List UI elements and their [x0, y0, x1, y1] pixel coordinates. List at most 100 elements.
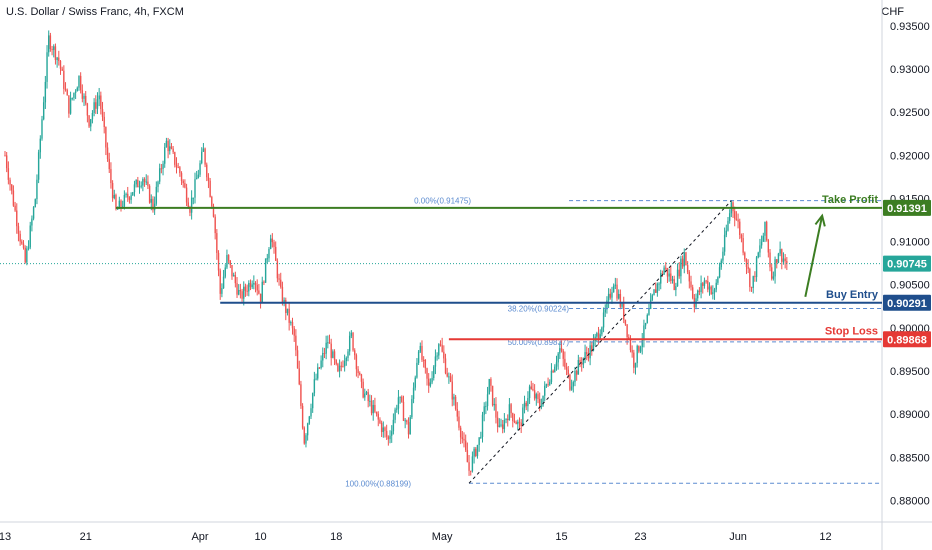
candle-body — [616, 284, 618, 299]
candle-body — [422, 359, 425, 361]
candle-body — [359, 372, 361, 375]
candle-body — [678, 269, 680, 277]
candle-body — [728, 213, 731, 221]
candle-body — [570, 386, 573, 390]
candle-body — [325, 342, 327, 354]
candle-body — [648, 309, 650, 315]
candle-body — [559, 348, 561, 354]
candle-body — [623, 303, 625, 320]
candle-body — [214, 216, 216, 234]
candle-body — [293, 328, 295, 336]
candle-body — [406, 420, 408, 423]
candle-body — [555, 362, 558, 367]
candle-body — [37, 152, 40, 180]
candle-body — [720, 260, 722, 268]
candle-body — [451, 381, 453, 400]
candle-body — [562, 350, 564, 359]
candle-body — [39, 138, 42, 153]
x-tick-label: 13 — [0, 531, 11, 543]
candle-body — [111, 183, 114, 199]
candle-body — [95, 102, 97, 109]
candle-body — [177, 167, 179, 169]
candle-body — [399, 396, 401, 398]
candle-body — [229, 260, 232, 266]
candle-body — [327, 342, 329, 344]
candle-body — [433, 366, 435, 378]
candle-body — [760, 241, 763, 246]
candle-body — [644, 323, 647, 326]
candle-body — [624, 319, 627, 325]
candle-body — [4, 155, 6, 157]
candle-body — [515, 422, 517, 425]
candle-body — [222, 276, 225, 289]
candle-body — [757, 252, 759, 258]
candle-body — [347, 351, 349, 358]
candle-body — [263, 281, 265, 283]
candle-body — [108, 158, 110, 170]
candle-body — [152, 198, 154, 211]
candle-body — [244, 286, 247, 291]
fib-level-label: 0.00%(0.91475) — [414, 197, 471, 206]
candle-body — [700, 283, 702, 293]
candle-body — [58, 57, 60, 62]
candle-body — [538, 399, 541, 408]
candle-body — [601, 327, 603, 335]
candle-body — [66, 89, 68, 96]
candle-body — [71, 97, 73, 99]
candle-body — [206, 164, 208, 178]
candle-body — [14, 205, 16, 211]
candle-body — [369, 400, 371, 402]
candle-body — [209, 180, 211, 197]
candle-body — [717, 277, 719, 283]
candle-body — [544, 385, 546, 396]
candle-body — [554, 366, 556, 373]
y-tick-label: 0.88500 — [890, 452, 930, 464]
candle-body — [513, 421, 516, 423]
last-price-tag — [883, 255, 931, 272]
candle-body — [106, 147, 109, 159]
candle-body — [439, 344, 442, 346]
candle-body — [5, 155, 8, 169]
candle-body — [698, 290, 701, 293]
buy-entry-price-text: 0.90291 — [887, 298, 927, 310]
candle-body — [231, 265, 233, 277]
candle-body — [628, 337, 630, 339]
candle-body — [170, 146, 173, 149]
candle-body — [382, 427, 385, 433]
candle-body — [69, 98, 72, 114]
candle-body — [597, 333, 600, 339]
candle-body — [446, 373, 448, 377]
candle-body — [352, 332, 354, 351]
candle-body — [587, 354, 590, 359]
candle-body — [68, 95, 70, 114]
candle-body — [83, 95, 85, 99]
candle-body — [431, 377, 433, 383]
candle-body — [194, 179, 196, 198]
candle-body — [236, 283, 238, 295]
candle-body — [505, 418, 507, 420]
candle-body — [78, 75, 80, 88]
candle-body — [133, 184, 136, 193]
candle-body — [86, 103, 89, 116]
candle-body — [522, 407, 524, 427]
candle-body — [490, 379, 492, 386]
candle-body — [575, 370, 578, 375]
candle-body — [507, 418, 509, 421]
candle-body — [9, 179, 11, 185]
candle-body — [671, 279, 674, 281]
candle-body — [397, 397, 400, 409]
candle-body — [105, 126, 107, 148]
candle-body — [81, 90, 84, 99]
candle-body — [434, 356, 437, 367]
candle-body — [63, 70, 65, 89]
candle-body — [179, 167, 181, 174]
candle-body — [387, 436, 390, 440]
candle-body — [419, 345, 421, 352]
candle-body — [145, 181, 147, 183]
candle-body — [310, 408, 312, 417]
candle-body — [577, 360, 580, 375]
candle-body — [167, 140, 169, 152]
candle-body — [665, 267, 667, 269]
candle-body — [73, 92, 75, 98]
